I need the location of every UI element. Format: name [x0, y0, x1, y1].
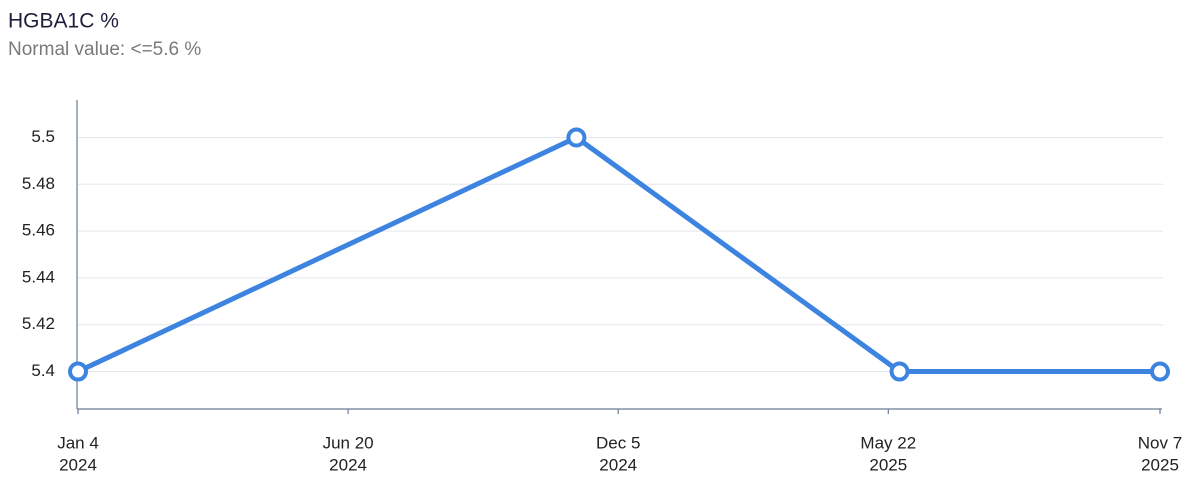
x-tick-label: 2025 [869, 455, 907, 474]
x-tick-label: 2024 [59, 455, 97, 474]
data-line [76, 134, 1160, 375]
x-tick-label: 2025 [1141, 455, 1179, 474]
x-tick-label: 2024 [599, 455, 637, 474]
x-tick-label: Jan 4 [57, 433, 99, 452]
data-point [889, 361, 910, 382]
data-point [566, 127, 587, 148]
chart-subtitle: Normal value: <=5.6 % [8, 39, 201, 60]
y-tick-label: 5.5 [31, 127, 55, 146]
x-tick-label: 2024 [329, 455, 367, 474]
x-tick-label: Dec 5 [596, 433, 640, 452]
y-tick-label: 5.4 [31, 361, 55, 380]
y-tick-label: 5.42 [22, 314, 55, 333]
data-point [68, 361, 88, 382]
x-tick-label: May 22 [860, 433, 916, 452]
chart-title: HGBA1C % [8, 10, 119, 33]
x-tick-label: Jun 20 [323, 433, 374, 452]
y-tick-label: 5.44 [22, 267, 55, 286]
data-point [1150, 361, 1170, 382]
y-tick-label: 5.46 [22, 221, 55, 240]
x-tick-label: Nov 7 [1138, 433, 1182, 452]
y-tick-label: 5.48 [22, 174, 55, 193]
